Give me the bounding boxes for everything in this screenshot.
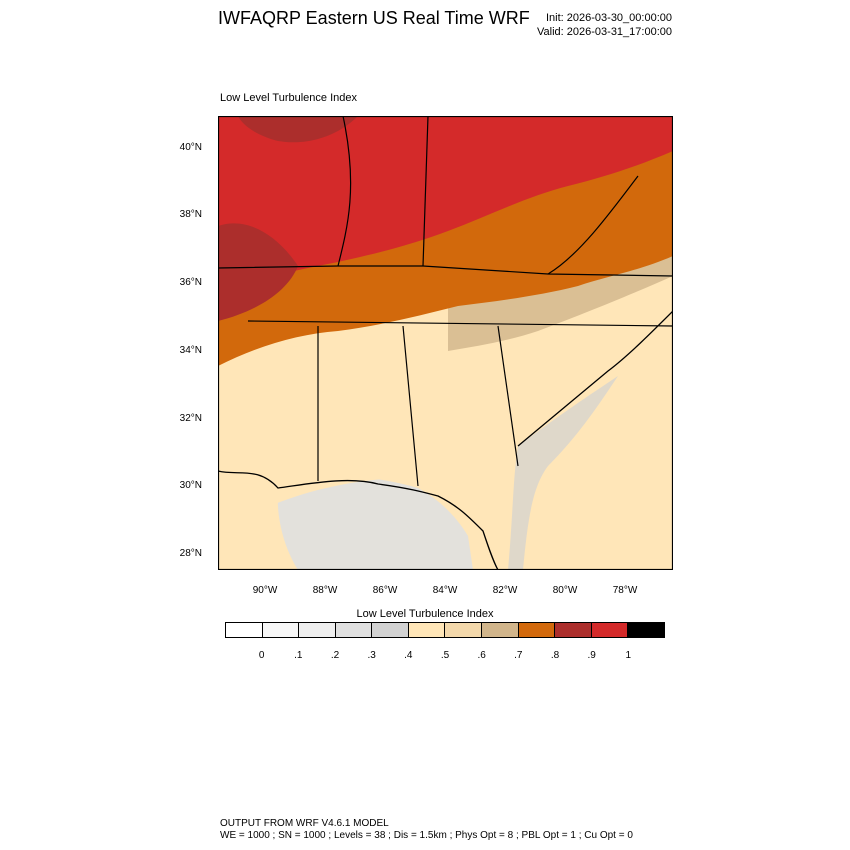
lat-label-34: 34°N: [179, 345, 202, 356]
colorbar-box-5: [408, 623, 446, 637]
colorbar-box-3: [335, 623, 373, 637]
colorbar-tick-label: .8: [550, 650, 560, 661]
map-border: [218, 116, 673, 570]
lon-label-80: 80°W: [552, 585, 578, 596]
land-tan-south: [218, 296, 673, 526]
map-title: Low Level Turbulence Index: [220, 92, 357, 104]
colorbar-box-6: [445, 623, 483, 637]
colorbar-tick-label: .5: [440, 650, 450, 661]
coastline: [218, 310, 673, 570]
band-orange: [218, 146, 673, 366]
plot-title: IWFAQRP Eastern US Real Time WRF: [218, 8, 530, 28]
colorbar-tick-label: 0: [258, 650, 265, 661]
colorbar-tick-label: .2: [330, 650, 340, 661]
patch-dark-red-west: [218, 223, 298, 321]
gulf-water: [277, 477, 473, 570]
lon-label-82: 82°W: [492, 585, 518, 596]
colorbar-tick-label: .9: [587, 650, 596, 661]
valid-time: Valid: 2026-03-31_17:00:00: [537, 26, 672, 38]
lat-label-38: 38°N: [179, 209, 202, 220]
colorbar-tick-label: .1: [294, 650, 303, 661]
init-time: Init: 2026-03-30_00:00:00: [546, 12, 672, 24]
footer-config-line: WE = 1000 ; SN = 1000 ; Levels = 38 ; Di…: [220, 830, 633, 841]
colorbar-box-1: [262, 623, 300, 637]
colorbar: [225, 622, 665, 638]
colorbar-title: Low Level Turbulence Index: [356, 608, 494, 620]
colorbar-tick-label: .3: [367, 650, 376, 661]
lon-label-90: 90°W: [252, 585, 278, 596]
turbulence-map: [218, 116, 673, 570]
colorbar-box-11: [628, 623, 664, 637]
colorbar-tick-label: .4: [404, 650, 413, 661]
lat-label-32: 32°N: [179, 413, 202, 424]
band-red: [218, 116, 673, 291]
atlantic-shelf-grey: [508, 376, 618, 570]
patch-dark-red-north: [238, 116, 358, 143]
colorbar-box-10: [591, 623, 629, 637]
colorbar-tick-label: .7: [514, 650, 523, 661]
lat-label-30: 30°N: [179, 480, 202, 491]
colorbar-tick-label: 1: [625, 650, 632, 661]
colorbar-box-4: [372, 623, 409, 637]
lon-label-86: 86°W: [372, 585, 398, 596]
colorbar-tick-label: .6: [477, 650, 486, 661]
colorbar-box-2: [299, 623, 336, 637]
lat-label-36: 36°N: [179, 277, 202, 288]
colorbar-box-7: [482, 623, 519, 637]
lon-label-84: 84°W: [432, 585, 458, 596]
lat-label-28: 28°N: [179, 548, 202, 559]
lon-label-88: 88°W: [312, 585, 338, 596]
colorbar-box-0: [226, 623, 263, 637]
colorbar-box-9: [555, 623, 592, 637]
state-boundaries: [218, 116, 673, 487]
colorbar-box-8: [518, 623, 556, 637]
lon-label-78: 78°W: [612, 585, 638, 596]
lat-label-40: 40°N: [179, 142, 202, 153]
footer-model-line: OUTPUT FROM WRF V4.6.1 MODEL: [220, 818, 389, 829]
